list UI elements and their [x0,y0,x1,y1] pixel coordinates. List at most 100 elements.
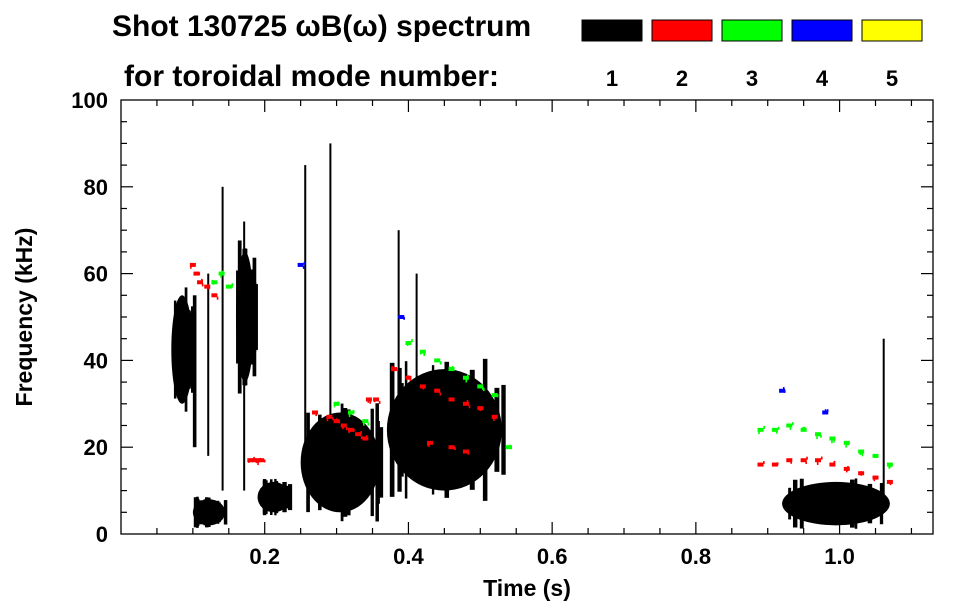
mode-speck [313,411,316,415]
mode-point [340,423,347,428]
mode-point [362,419,369,424]
legend-swatch-mode-2 [651,19,713,42]
spectral-streak [347,409,351,516]
mode-speck [192,263,195,267]
mode-speck [493,418,495,422]
axis-ticks [121,100,933,534]
mode-speck [820,456,823,460]
mode-point [506,445,513,450]
mode-speck [411,339,413,343]
mode-speck [253,456,255,460]
spectral-streak [207,497,211,528]
y-tick-label: 60 [84,262,108,287]
mode-speck [483,388,485,392]
mode-point [326,414,333,419]
mode-speck [833,461,836,465]
mode-speck [861,453,864,457]
mode-speck [360,431,362,435]
spectral-streak [250,273,256,361]
mode-speck [249,458,251,462]
mode-speck [257,462,259,466]
spectral-streak [378,427,384,498]
mode-point [211,293,218,298]
spectral-streak [199,500,204,525]
spectral-streak [879,483,884,525]
mode-speck [337,401,339,405]
series-mode-2 [189,262,893,486]
spectral-line [207,273,210,456]
mode-speck [757,463,760,467]
mode-point [211,280,218,285]
mode-point [779,388,786,393]
mode-speck [211,293,214,297]
spectral-streak [843,484,847,523]
mode-speck [820,434,822,438]
mode-speck [481,386,484,390]
mode-speck [391,365,394,369]
mode-point [448,367,455,372]
mode-speck [212,281,215,285]
mode-speck [494,415,496,419]
mode-speck [369,400,372,404]
spectral-streak [173,300,177,399]
x-tick-label: 0.8 [681,544,712,569]
mode-speck [201,283,204,287]
spectral-streak [273,482,278,512]
spectral-streak [327,429,331,496]
mode-point [843,466,850,471]
mode-point [858,449,865,454]
mode-speck [333,404,336,408]
legend: 1 2 3 4 5 [581,19,923,91]
mode-speck [353,428,355,432]
spectral-streak [854,478,858,529]
mode-point [872,453,879,458]
legend-label-mode-3: 3 [746,66,758,91]
mode-speck [466,399,469,403]
mode-point [333,401,340,406]
mode-point [771,427,778,432]
mode-point [365,397,372,402]
spectral-streak [260,488,264,506]
y-tick-label: 20 [84,435,108,460]
mode-point [225,284,232,289]
mode-speck [763,461,765,465]
mode-speck [763,425,765,429]
x-tick-label: 0.6 [537,544,568,569]
mode-point [786,423,793,428]
mode-speck [439,361,442,365]
mode-speck [335,418,338,422]
series-mode-3 [211,270,893,469]
chart-subtitle: for toroidal mode number: [124,60,499,93]
mode-speck [496,394,499,398]
mode-speck [782,387,785,391]
mode-speck [348,430,351,434]
spectral-streak [237,264,243,370]
legend-swatch-mode-3 [721,19,783,42]
mode-speck [422,386,425,390]
mode-speck [439,392,442,396]
mode-speck [451,365,454,369]
mode-speck [231,284,233,288]
spectral-streak [281,485,286,509]
mode-speck [831,440,833,444]
mode-speck [792,422,794,426]
series-mode-1 [171,143,890,529]
spectral-streak [177,308,181,391]
mode-speck [790,460,792,464]
mode-speck [859,452,862,456]
legend-swatch-mode-5 [861,19,923,42]
spectral-streak [223,500,228,525]
spectral-line [397,230,400,456]
spectral-streak [809,487,812,521]
mode-speck [775,430,778,434]
mode-speck [790,458,792,462]
mode-speck [833,439,835,443]
mode-point [250,458,257,463]
chart-title: Shot 130725 ωB(ω) spectrum [112,10,531,43]
spectral-streak [365,434,369,490]
mode-speck [874,475,877,479]
mode-point [477,384,484,389]
mode-point [448,445,455,450]
spectral-streak [184,287,188,412]
legend-label-mode-5: 5 [886,66,898,91]
